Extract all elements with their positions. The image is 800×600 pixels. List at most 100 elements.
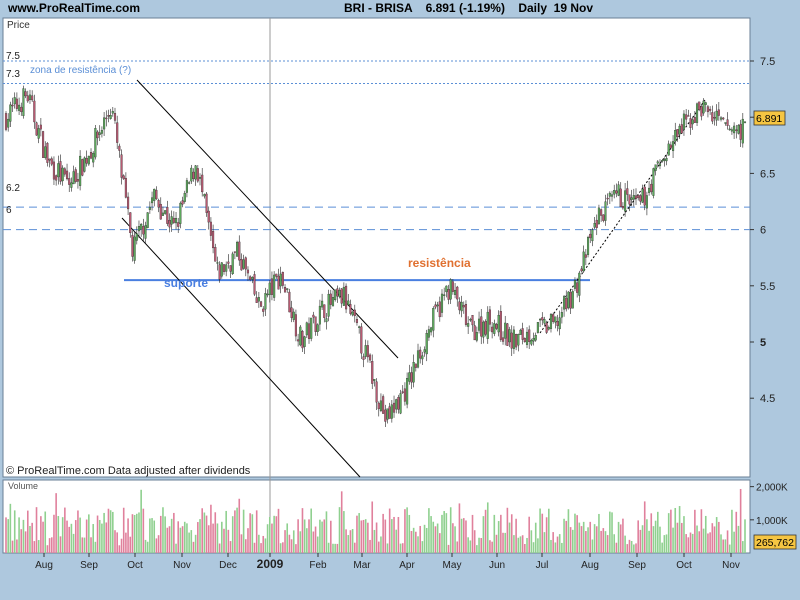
candle-body [669,144,672,149]
volume-bar [275,516,278,553]
candle-body [303,336,306,347]
volume-bar [68,526,71,553]
candle-body [410,372,413,383]
volume-bar [609,511,611,553]
volume-bar [678,506,681,553]
candle-body [434,304,437,308]
volume-bar [290,539,293,553]
candle-body [403,388,406,402]
volume-bar [107,508,110,553]
volume-bar [118,545,121,553]
volume-bar [526,537,528,553]
volume-bar [735,511,738,553]
volume-bar [639,529,642,553]
volume-bar [251,514,254,553]
volume-bar [571,529,574,553]
volume-bar [604,531,607,553]
candle-body [706,106,709,113]
candle-body [142,226,145,235]
volume-bar [521,535,524,553]
candle-body [427,329,430,338]
volume-bar [64,507,66,553]
volume-bar [436,523,439,553]
candle-body [52,161,56,180]
candle-body [290,307,293,318]
volume-bar [670,509,672,553]
volume-bar [356,515,358,553]
volume-tag-box [753,534,797,550]
volume-bar [297,519,299,553]
candle-body [203,194,206,197]
volume-bar [630,540,633,553]
candle-body [443,294,446,296]
x-tick-label: Jun [489,560,505,571]
volume-bar [98,519,101,553]
volume-bar [707,533,709,553]
suporte-label: suporte [164,276,208,290]
volume-bar [253,542,256,553]
volume-bar [419,525,421,553]
candle-body [510,332,513,349]
candle-body [499,311,502,340]
candle-body [340,288,343,304]
candle-body [13,97,16,105]
volume-bar [502,532,504,553]
candle-body [606,197,609,200]
volume-bar [550,539,552,553]
volume-tick-label: 1,000K [756,516,788,527]
volume-bar [155,538,158,553]
volume-bar [345,529,347,553]
candle-body [436,304,439,307]
candle-body [46,142,49,163]
volume-bar [733,531,735,553]
candle-body [486,311,489,339]
candle-body [597,207,600,225]
volume-bar [236,507,238,553]
candle-body [57,163,60,178]
candle-body [556,321,559,326]
volume-bar [286,523,289,553]
candle-body [307,323,311,339]
volume-bar [332,543,334,553]
candle-body [81,159,84,176]
volume-bar [40,516,42,553]
volume-bar [138,512,140,553]
candle-body [107,115,110,117]
candle-body [460,301,463,312]
volume-bar [323,519,326,553]
candle-body [220,262,223,277]
volume-bar [83,537,86,553]
volume-bar [611,512,613,553]
candle-body [602,214,605,221]
volume-bar [116,532,118,553]
volume-bar [724,539,727,553]
volume-bar [177,521,180,553]
volume-bar [454,526,456,553]
candle-body [512,329,515,349]
volume-bar [264,538,267,553]
volume-bar [201,508,203,553]
candle-body [613,190,616,195]
volume-bar [249,513,251,553]
candle-body [294,314,297,337]
volume-bar [319,519,321,553]
volume-bar [563,518,565,553]
candle-body [637,194,640,199]
volume-bar [530,530,533,553]
candle-body [260,301,263,307]
volume-bar [519,536,522,553]
volume-bar [659,526,661,553]
volume-bar [225,510,227,553]
candle-body [735,129,738,132]
time-axis: Aug Sep Oct Nov Dec 2009 Feb Mar Apr May Jun Jul Aug… [35,553,740,571]
candle-body [395,399,398,410]
volume-bar [299,531,302,553]
candle-body [532,337,535,342]
candle-body [103,117,106,130]
candle-body [488,309,491,325]
volume-bar [109,510,112,553]
volume-bar [218,543,221,553]
volume-bar [484,509,487,553]
site-title[interactable]: www.ProRealTime.com [8,1,141,15]
x-tick-label: Nov [722,560,740,571]
